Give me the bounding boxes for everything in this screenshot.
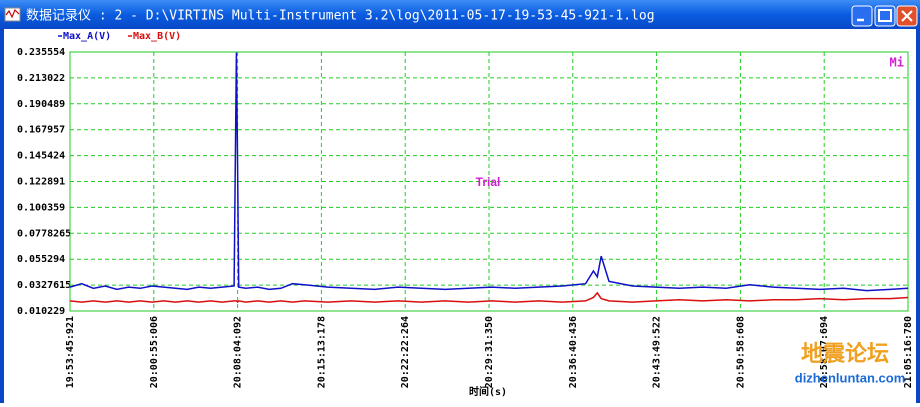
y-tick-label: 0.122891 xyxy=(17,177,65,188)
y-tick-label: 0.145424 xyxy=(17,151,65,162)
annotation: Mi xyxy=(890,56,904,70)
app-icon xyxy=(4,7,21,22)
x-axis-label: 时间(s) xyxy=(469,385,507,398)
y-tick-label: 0.100359 xyxy=(17,202,65,213)
x-tick-label: 20:43:49:522 xyxy=(652,316,663,388)
x-tick-label: 20:50:58:608 xyxy=(735,316,746,388)
data-line xyxy=(69,291,909,304)
x-tick-label: 19:53:45:921 xyxy=(65,316,76,388)
legend-label: Max_A(V) xyxy=(63,31,111,42)
x-tick-label: 20:22:22:264 xyxy=(400,316,411,388)
y-tick-label: 0.190489 xyxy=(17,99,65,110)
x-tick-label: 20:58:07:694 xyxy=(819,316,830,388)
x-tick-label: 20:15:13:178 xyxy=(316,316,327,388)
x-tick-label: 20:00:55:006 xyxy=(149,316,160,388)
y-tick-label: 0.010229 xyxy=(17,306,65,317)
x-tick-label: 21:05:16:780 xyxy=(903,316,914,388)
annotation: Trial xyxy=(476,175,501,189)
data-line xyxy=(69,52,909,292)
minimize-button[interactable] xyxy=(851,5,873,27)
y-tick-label: 0.167957 xyxy=(17,125,65,136)
watermark: 地震论坛 xyxy=(801,341,889,367)
title-bar xyxy=(0,0,920,29)
legend-label: Max_B(V) xyxy=(133,31,181,42)
window-title: 数据记录仪 : 2 - D:\VIRTINS Multi-Instrument … xyxy=(26,9,655,24)
y-tick-label: 0.235554 xyxy=(17,47,65,58)
y-tick-label: 0.055294 xyxy=(17,254,65,265)
y-tick-label: 0.213022 xyxy=(17,73,65,84)
x-tick-label: 20:29:31:350 xyxy=(484,316,495,388)
chart: 0.010229 0.0327615 0.055294 0.0778265 0.1003… xyxy=(17,31,914,398)
x-tick-label: 20:36:40:436 xyxy=(568,316,579,388)
x-tick-label: 20:08:04:092 xyxy=(233,316,244,388)
close-button[interactable] xyxy=(896,5,918,27)
watermark: dizhenluntan.com xyxy=(795,370,906,385)
y-tick-label: 0.0778265 xyxy=(17,228,71,239)
y-tick-label: 0.0327615 xyxy=(17,280,71,291)
maximize-button[interactable] xyxy=(874,5,896,27)
